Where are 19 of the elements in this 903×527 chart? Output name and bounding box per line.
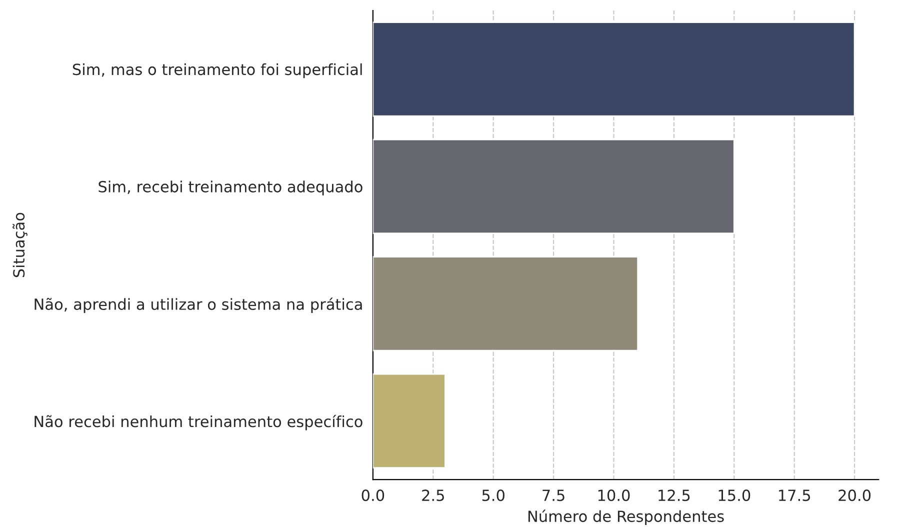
bar xyxy=(372,373,446,469)
x-tick-label: 7.5 xyxy=(542,490,564,502)
y-tick-label: Não recebi nenhum treinamento específico xyxy=(34,414,362,430)
bar xyxy=(372,22,856,117)
x-tick-label: 5.0 xyxy=(482,490,504,502)
x-tick-label: 10.0 xyxy=(598,490,630,502)
y-axis-title: Situação xyxy=(12,212,28,278)
y-tick-label: Sim, recebi treinamento adequado xyxy=(98,180,362,196)
bar xyxy=(372,138,735,234)
x-tick-label: 2.5 xyxy=(422,490,444,502)
y-tick-label: Sim, mas o treinamento foi superficial xyxy=(72,63,362,78)
x-tick-label: 0.0 xyxy=(362,490,384,502)
y-tick-label: Não, aprendi a utilizar o sistema na prática xyxy=(34,298,362,313)
bar xyxy=(372,256,639,352)
x-axis-title: Número de Respondentes xyxy=(528,510,724,526)
x-tick-label: 12.5 xyxy=(658,490,690,502)
x-tick-label: 15.0 xyxy=(718,490,750,502)
x-tick-label: 20.0 xyxy=(838,490,871,502)
x-tick-label: 17.5 xyxy=(779,490,810,502)
